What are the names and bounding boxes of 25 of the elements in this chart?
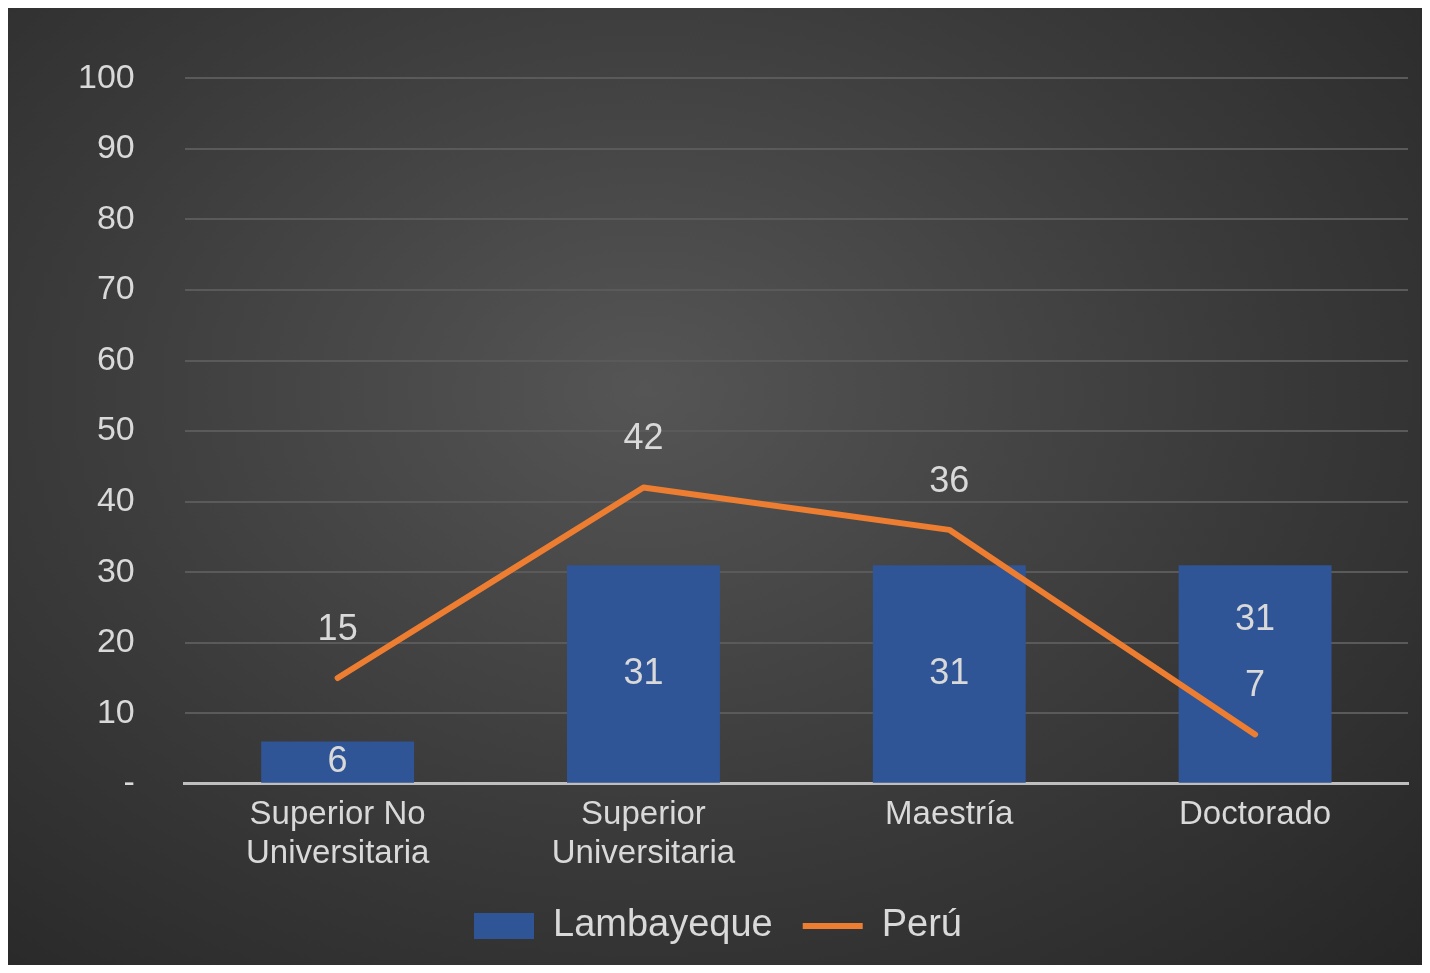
y-tick-label: 60 (96, 338, 135, 377)
x-tick-label: Superior Universitaria (551, 793, 736, 871)
y-tick-label: 70 (96, 268, 135, 307)
y-tick-label: 100 (77, 56, 135, 95)
legend-label: Lambayeque (553, 902, 773, 945)
y-tick-label: 10 (96, 691, 135, 730)
x-tick-label: Doctorado (1178, 793, 1332, 831)
y-tick-label: 30 (96, 550, 135, 589)
data-label: 7 (1245, 663, 1266, 705)
y-tick-label: 20 (96, 621, 135, 660)
y-tick-label: 80 (96, 197, 135, 236)
y-tick-label: 40 (96, 480, 135, 519)
x-tick-label: Superior No Universitaria (245, 793, 430, 871)
data-label: 15 (317, 606, 358, 648)
data-label: 31 (929, 650, 970, 692)
y-tick-label: 50 (96, 409, 135, 448)
data-label: 31 (623, 650, 664, 692)
legend-label: Perú (881, 902, 963, 945)
x-tick-label: Maestría (885, 793, 1015, 831)
data-label: 31 (1235, 597, 1276, 639)
data-label: 42 (623, 416, 664, 458)
y-tick-label: 90 (96, 127, 135, 166)
data-label: 6 (327, 739, 348, 781)
data-label: 36 (929, 458, 970, 500)
y-tick-label: - (123, 762, 135, 801)
